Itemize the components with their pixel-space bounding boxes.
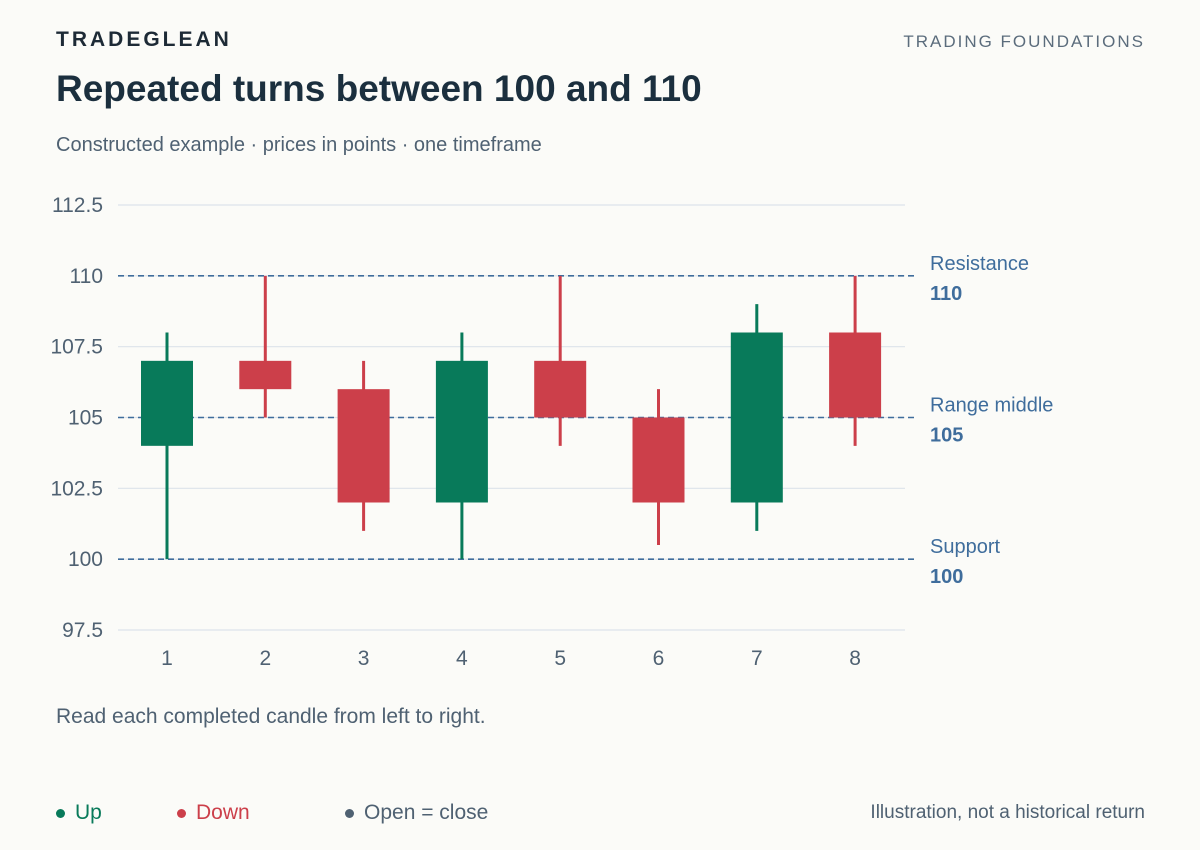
y-tick-label: 97.5 bbox=[62, 619, 103, 642]
chart-subtitle: Constructed example · prices in points ·… bbox=[56, 134, 542, 156]
legend-up-label: Up bbox=[75, 801, 102, 824]
candle-body-down bbox=[632, 417, 685, 503]
flat-dot-icon bbox=[345, 808, 354, 818]
reference-line-value: 110 bbox=[930, 283, 962, 305]
legend-down: Down bbox=[177, 801, 250, 825]
reference-line-value: 100 bbox=[930, 566, 963, 588]
candle-body-down bbox=[239, 360, 292, 390]
brand-logo: TRADEGLEAN bbox=[56, 28, 232, 51]
reading-note: Read each completed candle from left to … bbox=[56, 705, 486, 728]
chart-title: Repeated turns between 100 and 110 bbox=[56, 68, 702, 109]
legend-flat: Open = close bbox=[345, 801, 488, 825]
y-tick-label: 105 bbox=[68, 407, 103, 430]
y-tick-label: 107.5 bbox=[50, 336, 103, 359]
x-tick-label: 3 bbox=[358, 647, 370, 670]
reference-line-value: 105 bbox=[930, 425, 963, 447]
legend-flat-label: Open = close bbox=[364, 801, 489, 824]
y-tick-label: 102.5 bbox=[50, 477, 103, 500]
down-dot-icon bbox=[177, 808, 186, 818]
y-tick-label: 100 bbox=[68, 548, 103, 571]
candle-body-down bbox=[534, 360, 587, 418]
x-tick-label: 1 bbox=[161, 647, 173, 670]
candle-body-up bbox=[435, 360, 488, 503]
x-tick-label: 8 bbox=[849, 647, 861, 670]
disclaimer: Illustration, not a historical return bbox=[870, 802, 1145, 823]
reference-line-name: Support bbox=[930, 536, 1000, 558]
x-tick-label: 2 bbox=[259, 647, 271, 670]
x-tick-label: 5 bbox=[554, 647, 566, 670]
reference-line-name: Resistance bbox=[930, 253, 1029, 275]
legend-down-label: Down bbox=[196, 801, 250, 824]
candle-body-up bbox=[730, 332, 783, 503]
section-label: TRADING FOUNDATIONS bbox=[903, 32, 1145, 51]
candle-body-down bbox=[337, 389, 390, 503]
x-tick-label: 6 bbox=[653, 647, 665, 670]
legend-up: Up bbox=[56, 801, 102, 825]
x-tick-label: 4 bbox=[456, 647, 468, 670]
y-tick-label: 110 bbox=[70, 265, 103, 288]
candle-body-up bbox=[141, 360, 193, 446]
up-dot-icon bbox=[56, 808, 65, 818]
reference-line-name: Range middle bbox=[930, 395, 1053, 417]
x-tick-label: 7 bbox=[751, 647, 763, 670]
candle-body-down bbox=[829, 332, 882, 418]
y-tick-label: 112.5 bbox=[52, 194, 103, 217]
